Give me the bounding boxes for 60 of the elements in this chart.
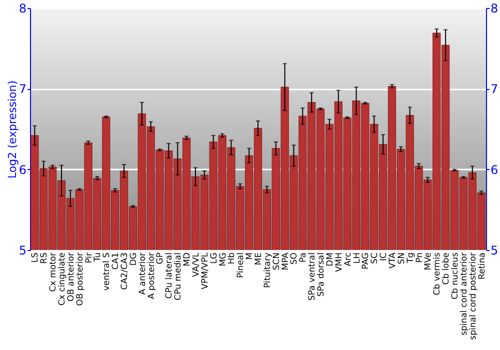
x-tick-label: DG [128,252,139,266]
x-tick-label: SPa dorsal [316,252,327,297]
x-tick-label: LH [352,252,362,264]
x-tick-label: Tg [406,252,416,264]
x-tick-label: Cb vermis [432,252,443,296]
x-tick-label: Cx cingulate [57,252,68,306]
y2-tick-label: 8 [490,2,498,16]
x-tick-label: Hb [227,252,238,264]
x-tick-label: SO [290,252,300,265]
x-tick-label: RS [40,252,50,264]
y2-tick-label: 6 [490,162,498,177]
x-tick-label: MG [218,252,228,266]
y2-tick-label: 5 [490,244,498,258]
x-tick-label: VPM/VPL [200,252,210,290]
x-tick-label: PAG [361,252,372,270]
x-tick-label: SPa ventral [308,252,318,301]
x-tick-label: Pn [414,252,425,263]
x-tick-label: CPu medial [174,252,184,300]
x-tick-label: MVe [424,252,434,270]
x-tick-label: Pituitary [262,252,273,288]
y-tick-label: 5 [18,244,26,258]
x-tick-label: SCN [272,252,282,270]
x-tick-label: GP [156,252,166,264]
x-tick-label: VMH [334,252,344,272]
x-tick-label: OB posterior [75,252,86,306]
x-tick-label: IC [379,252,390,261]
x-tick-label: CA1 [111,252,122,270]
x-tick-label: LG [209,252,220,264]
y-tick-label: 6 [18,162,26,177]
x-tick-label: Arc [343,252,354,266]
x-tick-label: Cb nucleus [450,252,461,300]
x-tick-label: Pa [298,252,309,262]
x-tick-label: Tu [93,252,104,263]
x-tick-label: VTA [388,252,398,269]
x-tick-label: CA2/CA3 [120,252,130,290]
x-tick-label: spinal cord anterior [459,252,470,336]
x-tick-label: DM [325,252,336,266]
x-tick-label: ventral S [102,252,112,291]
x-tick-label: spinal cord posterior [468,252,478,340]
x-tick-label: A anterior [138,252,148,295]
y-tick-label: 8 [18,2,26,16]
x-tick-label: SC [370,252,380,264]
x-tick-label: M [245,252,256,260]
x-tick-label: Pir [84,252,94,264]
x-tick-label: SN [396,252,407,264]
x-tick-label: Retina [477,252,488,280]
x-tick-label: Cb lobe [442,252,452,285]
y-tick-label: 7 [18,82,26,96]
x-tick-label: VA/VL [191,252,202,277]
x-tick-label: ME [254,252,264,266]
x-tick-label: CPu lateral [164,252,175,299]
x-tick-label: A posterior [146,252,157,300]
x-tick-label: MD [182,252,193,266]
x-tick-label: OB anterior [66,252,76,302]
x-tick-label: MPA [280,252,291,270]
x-tick-label: Cx motor [48,252,59,292]
x-tick-label: Pineal [236,252,246,278]
y2-tick-label: 7 [490,82,498,96]
x-tick-label: LS [30,252,41,263]
y-axis-title: Log2 (expression) [6,80,19,179]
